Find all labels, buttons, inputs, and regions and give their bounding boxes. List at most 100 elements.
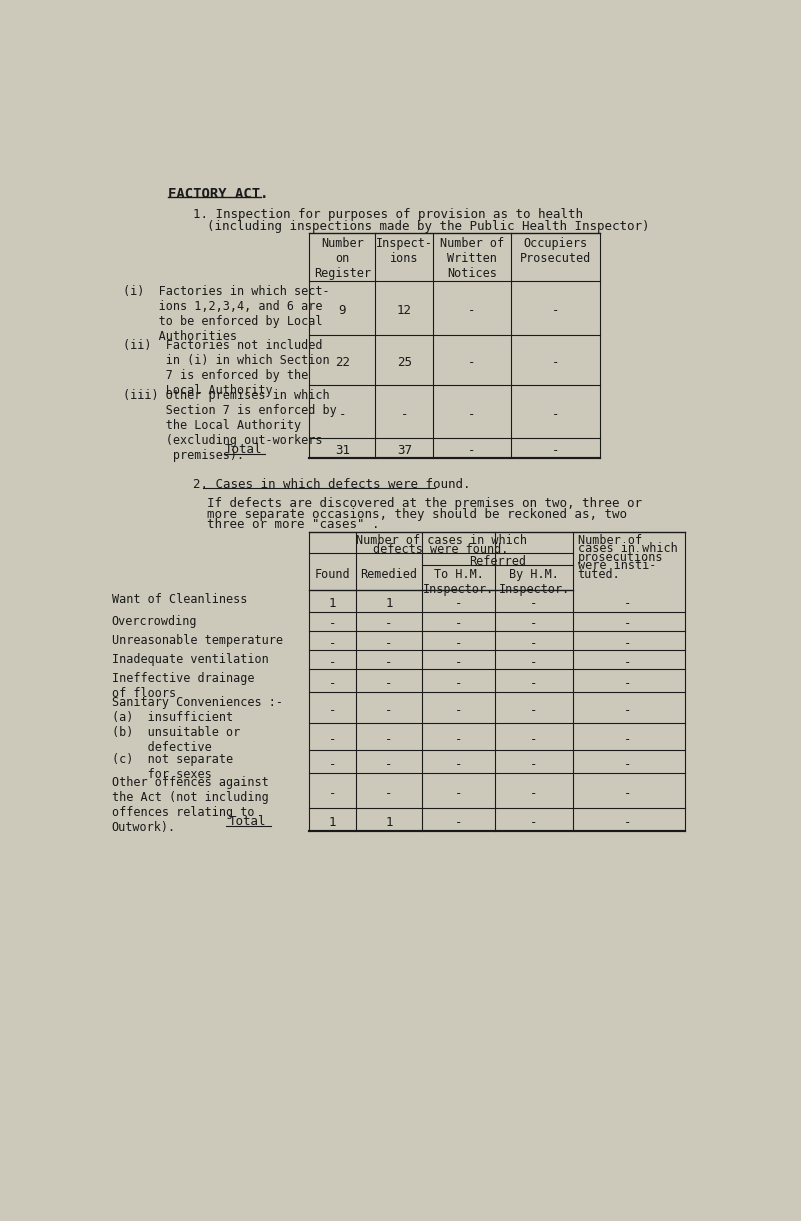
Text: -: -: [455, 656, 462, 669]
Text: -: -: [385, 656, 392, 669]
Text: To H.M.
Inspector.: To H.M. Inspector.: [423, 568, 494, 596]
Text: -: -: [339, 408, 346, 420]
Text: -: -: [623, 656, 631, 669]
Text: (i)  Factories in which sect-
     ions 1,2,3,4, and 6 are
     to be enforced b: (i) Factories in which sect- ions 1,2,3,…: [123, 286, 330, 343]
Text: -: -: [385, 636, 392, 650]
Text: -: -: [455, 597, 462, 610]
Text: Sanitary Conveniences :-
(a)  insufficient: Sanitary Conveniences :- (a) insufficien…: [112, 696, 283, 724]
Text: -: -: [455, 758, 462, 770]
Text: -: -: [552, 444, 559, 457]
Text: more separate occasions, they should be reckoned as, two: more separate occasions, they should be …: [207, 508, 627, 520]
Text: -: -: [552, 357, 559, 369]
Text: 1: 1: [385, 597, 392, 610]
Text: -: -: [455, 636, 462, 650]
Text: -: -: [329, 636, 336, 650]
Text: -: -: [385, 618, 392, 630]
Text: -: -: [455, 678, 462, 690]
Text: Inadequate ventilation: Inadequate ventilation: [112, 653, 268, 667]
Text: (b)  unsuitable or
     defective: (b) unsuitable or defective: [112, 726, 240, 755]
Text: -: -: [623, 678, 631, 690]
Text: -: -: [385, 733, 392, 746]
Text: -: -: [552, 304, 559, 317]
Text: Occupiers
Prosecuted: Occupiers Prosecuted: [520, 237, 591, 265]
Text: 1: 1: [329, 597, 336, 610]
Text: -: -: [623, 733, 631, 746]
Text: -: -: [329, 656, 336, 669]
Text: -: -: [530, 597, 538, 610]
Text: Unreasonable temperature: Unreasonable temperature: [112, 634, 283, 647]
Text: Other offences against
the Act (not including
offences relating to
Outwork).: Other offences against the Act (not incl…: [112, 777, 268, 834]
Text: defects were found.: defects were found.: [373, 543, 509, 556]
Text: -: -: [400, 408, 408, 420]
Text: -: -: [623, 705, 631, 717]
Text: (including inspections made by the Public Health Inspector): (including inspections made by the Publi…: [207, 220, 650, 233]
Text: Number of
Written
Notices: Number of Written Notices: [440, 237, 504, 280]
Text: (ii)  Factories not included
      in (i) in which Section
      7 is enforced b: (ii) Factories not included in (i) in wh…: [123, 339, 330, 397]
Text: 9: 9: [339, 304, 346, 317]
Text: -: -: [329, 678, 336, 690]
Text: -: -: [329, 705, 336, 717]
Text: 31: 31: [335, 444, 350, 457]
Text: -: -: [623, 597, 631, 610]
Text: Remedied: Remedied: [360, 568, 417, 581]
Text: 1: 1: [329, 816, 336, 829]
Text: -: -: [385, 786, 392, 800]
Text: -: -: [469, 444, 476, 457]
Text: -: -: [385, 678, 392, 690]
Text: prosecutions: prosecutions: [578, 551, 663, 564]
Text: Referred: Referred: [469, 556, 525, 569]
Text: -: -: [623, 816, 631, 829]
Text: Found: Found: [315, 568, 351, 581]
Text: If defects are discovered at the premises on two, three or: If defects are discovered at the premise…: [207, 497, 642, 510]
Text: 2. Cases in which defects were found.: 2. Cases in which defects were found.: [193, 477, 471, 491]
Text: -: -: [623, 758, 631, 770]
Text: Number of: Number of: [578, 534, 642, 547]
Text: -: -: [385, 758, 392, 770]
Text: Overcrowding: Overcrowding: [112, 614, 197, 628]
Text: tuted.: tuted.: [578, 568, 620, 581]
Text: -: -: [455, 786, 462, 800]
Text: 1. Inspection for purposes of provision as to health: 1. Inspection for purposes of provision …: [193, 208, 583, 221]
Text: three or more "cases" .: three or more "cases" .: [207, 519, 380, 531]
Text: -: -: [455, 733, 462, 746]
Text: Inspect-
ions: Inspect- ions: [376, 237, 433, 265]
Text: 12: 12: [396, 304, 412, 317]
Text: Number
on
Register: Number on Register: [314, 237, 371, 280]
Text: -: -: [385, 705, 392, 717]
Text: -: -: [530, 618, 538, 630]
Text: -: -: [530, 816, 538, 829]
Text: Ineffective drainage
of floors: Ineffective drainage of floors: [112, 673, 254, 701]
Text: 22: 22: [335, 357, 350, 369]
Text: Want of Cleanliness: Want of Cleanliness: [112, 593, 248, 606]
Text: Total: Total: [228, 814, 266, 828]
Text: -: -: [530, 733, 538, 746]
Text: FACTORY ACT.: FACTORY ACT.: [168, 187, 269, 200]
Text: -: -: [530, 786, 538, 800]
Text: Total: Total: [225, 443, 262, 457]
Text: cases in which: cases in which: [578, 542, 678, 556]
Text: (iii) Other premises in which
      Section 7 is enforced by
      the Local Aut: (iii) Other premises in which Section 7 …: [123, 389, 337, 462]
Text: Number of cases in which: Number of cases in which: [356, 534, 526, 547]
Text: -: -: [469, 357, 476, 369]
Text: -: -: [623, 618, 631, 630]
Text: -: -: [552, 408, 559, 420]
Text: -: -: [623, 636, 631, 650]
Text: 25: 25: [396, 357, 412, 369]
Text: -: -: [329, 786, 336, 800]
Text: (c)  not separate
     for sexes: (c) not separate for sexes: [112, 753, 233, 781]
Text: 1: 1: [385, 816, 392, 829]
Text: -: -: [455, 618, 462, 630]
Text: -: -: [530, 656, 538, 669]
Text: -: -: [329, 733, 336, 746]
Text: were insti-: were insti-: [578, 559, 656, 573]
Text: By H.M.
Inspector.: By H.M. Inspector.: [498, 568, 570, 596]
Text: -: -: [469, 408, 476, 420]
Text: -: -: [329, 618, 336, 630]
Text: -: -: [455, 816, 462, 829]
Text: -: -: [623, 786, 631, 800]
Text: -: -: [530, 705, 538, 717]
Text: -: -: [329, 758, 336, 770]
Text: -: -: [469, 304, 476, 317]
Text: -: -: [530, 636, 538, 650]
Text: -: -: [455, 705, 462, 717]
